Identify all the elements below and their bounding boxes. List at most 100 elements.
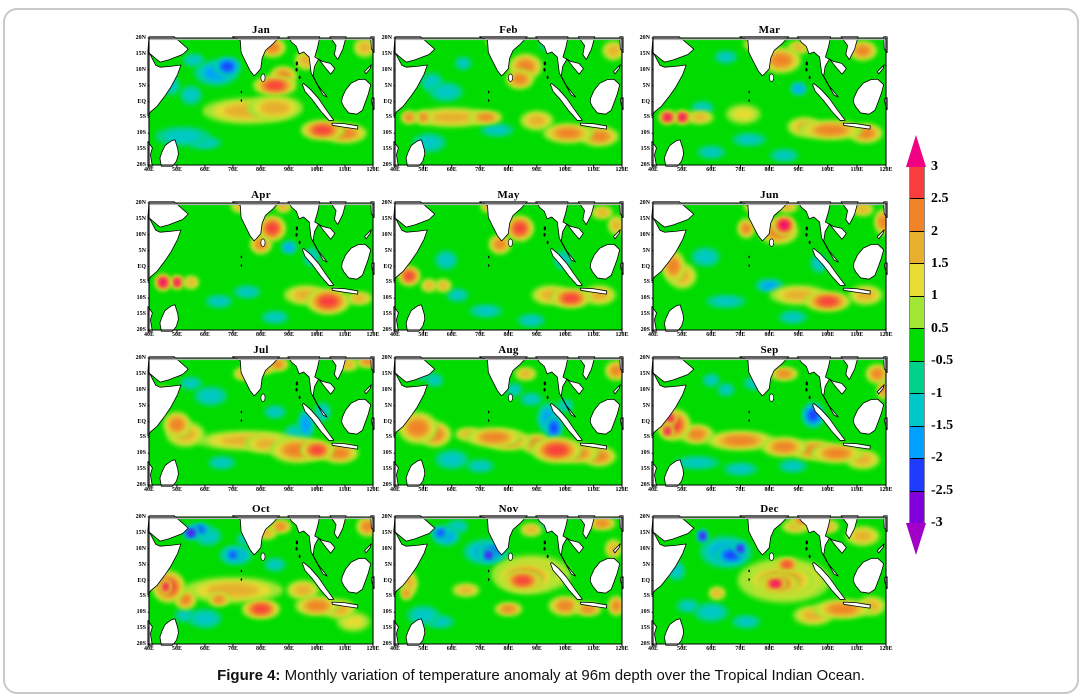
y-tick-label: EQ: [137, 98, 146, 105]
colorbar-label: 1.5: [931, 256, 949, 272]
x-tick-label: 80E: [764, 487, 775, 493]
y-tick-label: 20S: [382, 162, 392, 168]
colorbar-segment: [910, 360, 924, 394]
y-tick-label: 5N: [138, 82, 146, 89]
x-tick-label: 100E: [558, 167, 572, 173]
y-tick-label: 20S: [136, 162, 146, 168]
x-tick-label: 120E: [879, 167, 893, 173]
x-tick-label: 70E: [475, 167, 486, 173]
x-tick-label: 40E: [389, 167, 401, 173]
colorbar-segment: [910, 425, 924, 459]
x-tick-label: 70E: [227, 332, 239, 338]
colorbar-segment: [910, 198, 924, 231]
y-tick-label: 5N: [138, 402, 146, 409]
colorbar-label: -3: [931, 514, 943, 530]
x-tick-label: 50E: [418, 167, 429, 173]
y-tick-label: 5N: [642, 402, 650, 409]
x-axis: 40E 50E 60E 70E 80E 90E 100E 110E 120E: [648, 165, 893, 174]
panel-title: Oct: [251, 503, 270, 515]
y-tick-label: 10N: [639, 231, 650, 238]
anomaly-map: [149, 358, 373, 485]
y-tick-label: 20S: [136, 641, 146, 647]
y-tick-label: 20N: [639, 514, 650, 520]
anomaly-map: [653, 517, 886, 644]
y-tick-label: 10N: [381, 386, 392, 393]
y-tick-label: 15N: [135, 215, 146, 222]
x-tick-label: 100E: [558, 487, 572, 493]
colorbar-label: -1.5: [931, 417, 954, 433]
y-tick-label: 15S: [640, 311, 650, 318]
y-tick-label: 5S: [385, 434, 392, 441]
x-tick-label: 120E: [879, 332, 893, 338]
panel-title: Sep: [760, 344, 779, 356]
y-tick-label: 20N: [381, 200, 392, 206]
x-tick-label: 50E: [171, 332, 183, 338]
x-tick-label: 40E: [143, 487, 155, 493]
figure-card: Jan 20N 15N 10N 5N EQ 5S 10S 15S 20S 40E 50E 60E 70E 8…: [3, 8, 1079, 694]
y-tick-label: EQ: [137, 577, 146, 584]
panel-feb: Feb 20N 15N 10N 5N EQ 5S 10S 15S 20S 40E 50E 60E 70E 8…: [382, 24, 629, 173]
x-tick-label: 50E: [418, 487, 429, 493]
y-tick-label: 10N: [381, 66, 392, 73]
x-tick-label: 90E: [793, 646, 804, 652]
y-tick-label: EQ: [383, 577, 392, 584]
anomaly-map: [149, 38, 373, 165]
anomaly-map: [653, 203, 886, 330]
panel-aug: Aug 20N 15N 10N 5N EQ 5S 10S 15S 20S 40E 50E 60E 70E 8…: [382, 344, 629, 493]
y-tick-label: 15N: [135, 370, 146, 377]
colorbar-label: -2: [931, 450, 943, 466]
x-tick-label: 120E: [366, 487, 380, 493]
caption-text: Monthly variation of temperature anomaly…: [280, 667, 865, 684]
x-tick-label: 110E: [850, 487, 864, 493]
x-tick-label: 50E: [677, 487, 688, 493]
y-tick-label: 10N: [381, 545, 392, 552]
x-tick-label: 90E: [793, 167, 804, 173]
anomaly-map: [653, 358, 886, 485]
y-tick-label: 10N: [135, 66, 146, 73]
x-tick-label: 40E: [389, 332, 401, 338]
anomaly-map: [149, 203, 373, 330]
y-tick-label: 10S: [640, 130, 650, 137]
y-tick-label: 15S: [382, 625, 392, 632]
x-tick-label: 80E: [764, 332, 775, 338]
panel-title: May: [497, 189, 520, 201]
y-tick-label: 15N: [639, 370, 650, 377]
anomaly-map: [395, 38, 622, 165]
x-tick-label: 80E: [503, 646, 514, 652]
x-tick-label: 100E: [310, 332, 324, 338]
y-tick-label: EQ: [641, 98, 650, 105]
x-tick-label: 90E: [531, 332, 542, 338]
x-tick-label: 100E: [558, 646, 572, 652]
x-tick-label: 70E: [735, 646, 746, 652]
y-tick-label: 15N: [639, 50, 650, 57]
panel-jul: Jul 20N 15N 10N 5N EQ 5S 10S 15S 20S 40E 50E 60E 70E 8…: [136, 344, 380, 493]
x-tick-label: 40E: [143, 332, 155, 338]
y-tick-label: 5S: [139, 114, 146, 121]
y-tick-label: 20N: [135, 355, 146, 361]
y-tick-label: 5S: [385, 593, 392, 600]
x-tick-label: 70E: [475, 487, 486, 493]
x-tick-label: 80E: [503, 332, 514, 338]
x-tick-label: 80E: [503, 487, 514, 493]
x-tick-label: 50E: [171, 167, 183, 173]
panel-jan: Jan 20N 15N 10N 5N EQ 5S 10S 15S 20S 40E 50E 60E 70E 8…: [136, 24, 380, 173]
y-tick-label: 20S: [382, 327, 392, 333]
colorbar-label: 0.5: [931, 320, 949, 336]
y-tick-label: 20N: [381, 514, 392, 520]
y-axis: 20N 15N 10N 5N EQ 5S 10S 15S 20S: [129, 355, 148, 488]
x-tick-label: 60E: [446, 332, 457, 338]
x-tick-label: 90E: [283, 487, 295, 493]
x-tick-label: 40E: [143, 646, 155, 652]
x-tick-label: 90E: [283, 646, 295, 652]
y-tick-label: 5N: [384, 402, 392, 409]
y-tick-label: 20S: [136, 482, 146, 488]
y-tick-label: 20S: [640, 162, 650, 168]
y-tick-label: EQ: [137, 263, 146, 270]
colorbar-label: 2.5: [931, 191, 949, 207]
colorbar-segment: [910, 490, 924, 523]
x-tick-label: 80E: [255, 646, 267, 652]
y-tick-label: 20N: [639, 200, 650, 206]
y-axis: 20N 15N 10N 5N EQ 5S 10S 15S 20S: [129, 514, 148, 647]
coastline-land: [394, 516, 623, 646]
x-tick-label: 80E: [764, 167, 775, 173]
